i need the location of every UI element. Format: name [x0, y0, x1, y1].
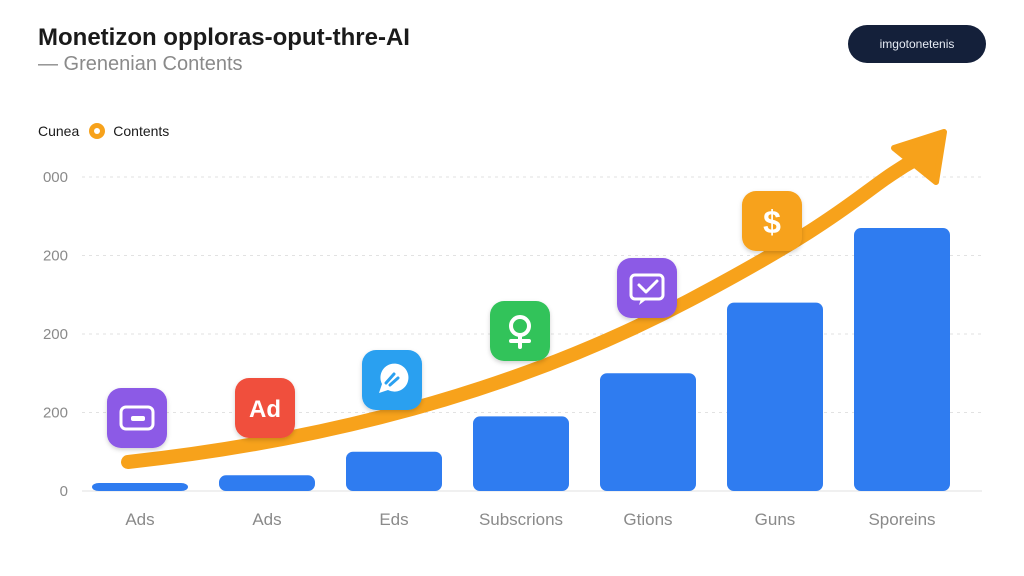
- chart-title: Monetizon opploras-oput-thre-AI: [38, 24, 410, 51]
- x-tick-label: Sporeins: [868, 510, 935, 529]
- x-tick-label: Ads: [252, 510, 281, 529]
- y-axis-ticks: 0 200 200 200 000: [43, 169, 68, 500]
- legend: Cunea Contents: [38, 123, 169, 139]
- legend-marker-icon: [89, 123, 106, 139]
- bars: [92, 228, 950, 491]
- bar: [600, 373, 696, 491]
- y-tick-label: 0: [60, 483, 68, 500]
- category-icons: Ad $: [107, 191, 802, 448]
- chart-subtitle: — Grenenian Contents: [38, 53, 243, 75]
- coin-icon: [490, 301, 550, 361]
- x-tick-label: Eds: [379, 510, 408, 529]
- bar: [346, 451, 442, 491]
- legend-label-right: Contents: [113, 123, 170, 139]
- bar: [92, 483, 188, 491]
- x-tick-label: Subscrions: [479, 510, 563, 529]
- bar: [473, 416, 569, 491]
- message-check-icon: [617, 258, 677, 318]
- bar: [219, 475, 315, 491]
- svg-text:Ad: Ad: [249, 396, 281, 423]
- x-tick-label: Guns: [755, 510, 796, 529]
- trend-arrowhead-icon: [891, 129, 947, 185]
- svg-text:$: $: [763, 204, 781, 240]
- bar: [854, 228, 950, 491]
- x-tick-label: Ads: [125, 510, 154, 529]
- ad-badge-icon: Ad: [235, 378, 295, 438]
- x-axis-ticks: Ads Ads Eds Subscrions Gtions Guns Sporeins: [125, 510, 935, 529]
- dollar-icon: $: [742, 191, 802, 251]
- trend-curve: [121, 151, 925, 469]
- y-tick-label: 200: [43, 405, 68, 422]
- legend-label-left: Cunea: [38, 123, 80, 139]
- y-tick-label: 200: [43, 326, 68, 343]
- chat-bubble-icon: [362, 350, 422, 410]
- y-tick-label: 000: [43, 169, 68, 186]
- wallet-icon: [107, 388, 167, 448]
- x-tick-label: Gtions: [623, 510, 672, 529]
- trend-line: [121, 129, 947, 469]
- bar: [727, 302, 823, 491]
- header-pill-button[interactable]: imgotonetenis: [848, 25, 986, 63]
- y-tick-label: 200: [43, 248, 68, 265]
